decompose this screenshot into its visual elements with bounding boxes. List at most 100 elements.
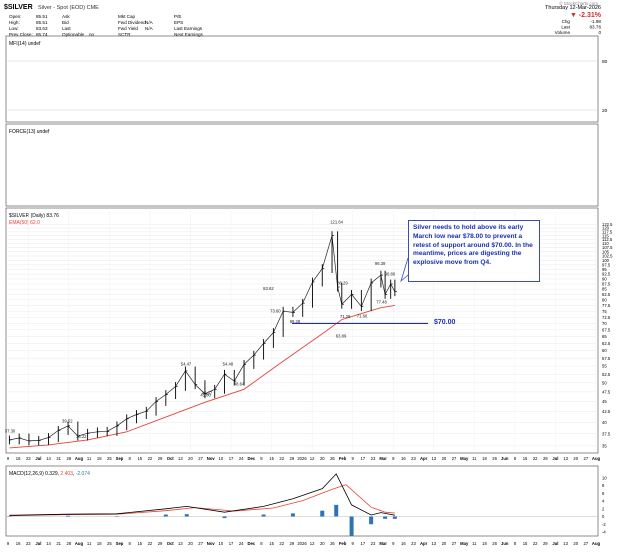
date-tick-label: 27 bbox=[584, 541, 589, 546]
quote-value: N/A bbox=[145, 20, 154, 25]
price-tick-label: 95 bbox=[602, 267, 607, 272]
price-tick-label: 82.5 bbox=[602, 292, 611, 297]
price-tick-label: 62.5 bbox=[602, 341, 611, 346]
date-tick-label: 28 bbox=[66, 456, 71, 461]
mfi-axis: 80 20 bbox=[6, 59, 608, 114]
date-tick-label: 16 bbox=[16, 541, 21, 546]
watermark: © StockCharts.com bbox=[559, 0, 598, 6]
price-annotation: 77.48 bbox=[376, 299, 387, 304]
quote-right-label: Chg bbox=[562, 19, 571, 24]
date-tick-label: 22 bbox=[148, 456, 153, 461]
date-tick-label: 29 bbox=[158, 541, 163, 546]
price-tick-label: 55 bbox=[602, 364, 607, 369]
date-tick-label: 22 bbox=[279, 456, 284, 461]
macd-histogram-bar bbox=[369, 516, 374, 525]
date-tick-label: Oct bbox=[167, 456, 175, 461]
quote-value: 85.51 bbox=[36, 20, 48, 25]
price-tick-label: 85 bbox=[602, 287, 607, 292]
date-tick-label: Dec bbox=[247, 541, 255, 546]
date-tick-label: 24 bbox=[239, 456, 244, 461]
date-tick-label: 11 bbox=[87, 541, 92, 546]
date-tick-label: 27 bbox=[584, 456, 589, 461]
date-tick-label: Jul bbox=[552, 456, 558, 461]
price-tick-label: 105 bbox=[602, 249, 610, 254]
date-axis-macd: 9 16 23 Jul 14 21 28 Aug 11 18 25 Sep 8 15 22 29 Oct 13 20… bbox=[7, 541, 601, 546]
date-tick-label: May bbox=[460, 541, 469, 546]
price-panel bbox=[5, 207, 599, 454]
date-tick-label: 29 bbox=[543, 541, 548, 546]
date-tick-label: 2026 bbox=[297, 456, 307, 461]
price-annotation: 36.22 bbox=[76, 434, 87, 439]
price-tick-label: 70 bbox=[602, 321, 607, 326]
price-annotation: 46.27 bbox=[202, 391, 213, 396]
macd-y-axis: 10 8 6 4 2 0 -2 -4 bbox=[602, 475, 607, 534]
date-tick-label: 15 bbox=[523, 456, 528, 461]
date-tick-label: 20 bbox=[188, 456, 193, 461]
date-tick-label: 9 bbox=[392, 456, 395, 461]
date-tick-label: 23 bbox=[411, 541, 416, 546]
date-tick-label: Mar bbox=[379, 456, 387, 461]
date-tick-label: 9 bbox=[352, 541, 355, 546]
macd-panel bbox=[5, 465, 599, 537]
date-tick-label: 17 bbox=[360, 456, 365, 461]
quote-label: Ask bbox=[62, 14, 70, 19]
price-tick-label: 42.5 bbox=[602, 409, 611, 414]
quote-value: 85.51 bbox=[36, 14, 48, 19]
quote-label: Mkt Cap bbox=[118, 14, 136, 19]
quote-label: Last bbox=[62, 26, 71, 31]
mfi-tick-label: 20 bbox=[602, 108, 608, 114]
macd-histogram-bar bbox=[261, 514, 266, 517]
quote-right-label: Last bbox=[561, 25, 570, 30]
macd-tick-label: -2 bbox=[602, 522, 606, 527]
date-tick-label: Apr bbox=[420, 456, 428, 461]
quote-label: Fwd Dividend bbox=[118, 20, 146, 25]
quote-label: Low: bbox=[9, 26, 19, 31]
date-tick-label: 18 bbox=[482, 456, 487, 461]
macd-line bbox=[9, 473, 395, 516]
mfi-tick-label: 80 bbox=[602, 59, 608, 65]
macd-tick-label: 4 bbox=[602, 499, 605, 504]
date-tick-label: 29 bbox=[158, 456, 163, 461]
quote-right-value: 0 bbox=[598, 30, 601, 35]
date-tick-label: 10 bbox=[219, 456, 224, 461]
date-tick-label: 12 bbox=[310, 541, 315, 546]
quote-label: High: bbox=[9, 20, 20, 25]
date-tick-label: 20 bbox=[442, 456, 447, 461]
date-tick-label: Aug bbox=[592, 456, 601, 461]
price-tick-label: 40 bbox=[602, 420, 607, 425]
force-panel bbox=[5, 123, 599, 207]
date-tick-label: 2026 bbox=[297, 541, 307, 546]
quote-date: Thursday 12-Mar-2026 bbox=[545, 5, 601, 11]
date-tick-label: 9 bbox=[7, 541, 10, 546]
price-tick-label: 37.5 bbox=[602, 431, 611, 436]
date-tick-label: Feb bbox=[339, 541, 347, 546]
date-tick-label: 16 bbox=[401, 541, 406, 546]
date-tick-label: 20 bbox=[573, 541, 578, 546]
price-y-axis: 122.5120117.5115112.5110107.5105102.5100… bbox=[602, 222, 613, 448]
date-tick-label: Mar bbox=[379, 541, 387, 546]
header: $SILVER Silver - Spot (EOD) CME Open: 85.… bbox=[4, 0, 602, 37]
price-annotation: 83.62 bbox=[263, 286, 274, 291]
date-tick-label: Nov bbox=[207, 456, 216, 461]
date-tick-label: 26 bbox=[492, 456, 497, 461]
date-tick-label: 8 bbox=[514, 541, 517, 546]
macd-histogram-bar bbox=[383, 516, 388, 519]
price-bars bbox=[8, 231, 397, 446]
price-annotation: 39.52 bbox=[62, 418, 73, 423]
quote-label: Open: bbox=[9, 14, 22, 19]
macd-series bbox=[6, 473, 598, 536]
price-annotation: 90.80 bbox=[385, 271, 396, 276]
macd-histogram-bar bbox=[290, 513, 295, 517]
date-tick-label: 17 bbox=[229, 456, 234, 461]
date-tick-label: 22 bbox=[148, 541, 153, 546]
date-tick-label: 8 bbox=[260, 456, 263, 461]
quote-value: N/A bbox=[145, 26, 154, 31]
price-tick-label: 75 bbox=[602, 309, 607, 314]
price-tick-label: 115 bbox=[602, 233, 609, 238]
date-tick-label: 24 bbox=[239, 541, 244, 546]
date-tick-label: May bbox=[460, 456, 469, 461]
macd-histogram-bar bbox=[349, 516, 354, 536]
date-tick-label: 20 bbox=[320, 541, 325, 546]
date-tick-label: 29 bbox=[290, 456, 295, 461]
quote-right-label: Volume bbox=[555, 30, 571, 35]
